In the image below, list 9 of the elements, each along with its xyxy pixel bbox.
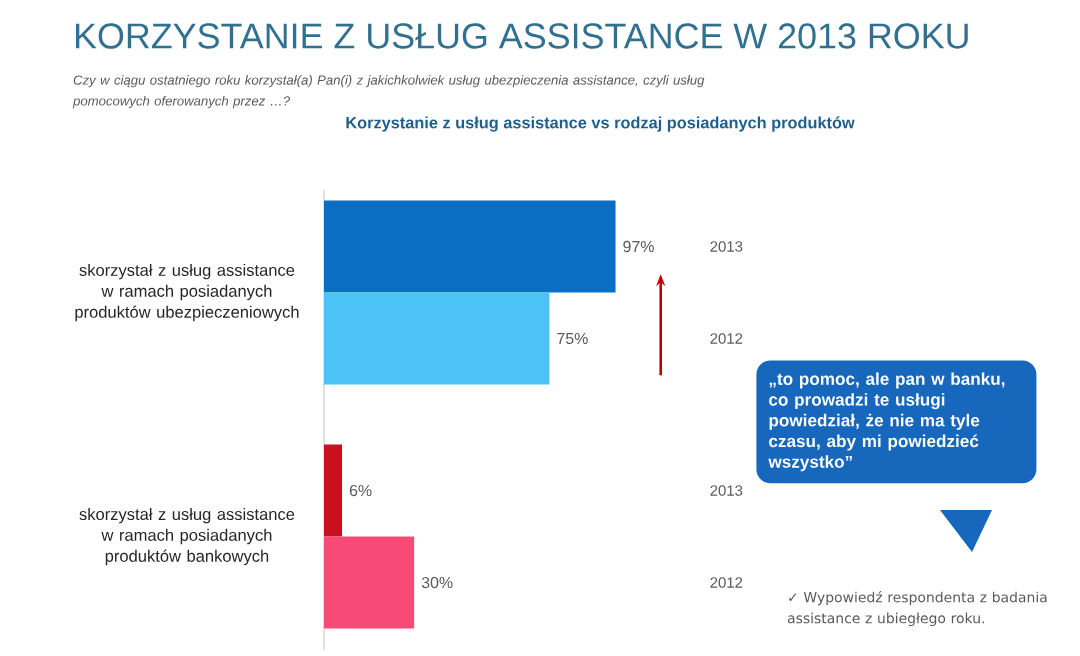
chart-title: KORZYSTANIE Z USŁUG ASSISTANCE W 2013 ROKU	[75, 23, 968, 49]
bar	[324, 536, 415, 629]
text: „to pomoc, ale pan w banku, co prowadzi te usługi powiedział, że nie ma tyle czasu, aby mi powiedzieć wszystko”	[768, 372, 1005, 472]
y-tick-label: skorzystał z usług assistance w ramach posiadanych produktów bankowych	[79, 507, 295, 566]
text: Korzystanie z usług assistance vs rodzaj posiadanych produktów	[346, 116, 855, 132]
bar	[324, 200, 616, 293]
bar	[324, 444, 343, 537]
bar	[324, 292, 550, 385]
y-tick-label: skorzystał z usług assistance w ramach posiadanych produktów ubezpieczeniowych	[75, 263, 299, 322]
